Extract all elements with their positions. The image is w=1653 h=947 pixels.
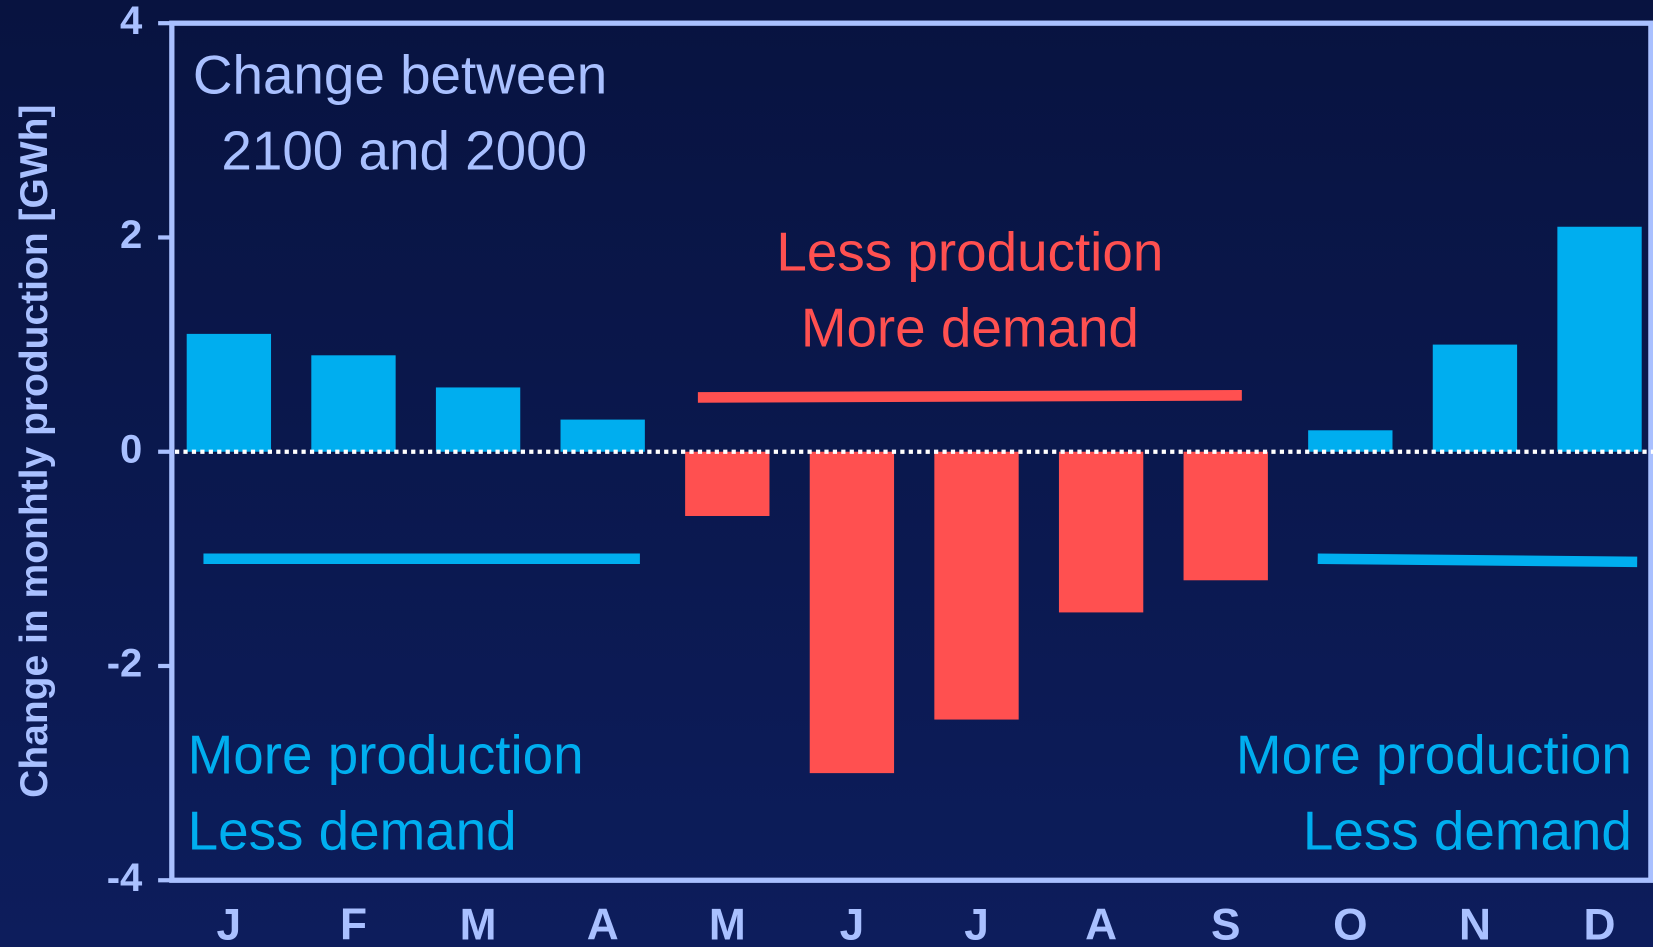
bar <box>1557 226 1642 452</box>
y-axis-label: Change in monhtly production [GWh] <box>13 105 56 798</box>
y-tick-label: -4 <box>107 856 143 900</box>
annotation-title: 2100 and 2000 <box>221 119 587 181</box>
x-tick-label: A <box>587 900 619 947</box>
bar <box>1432 344 1518 452</box>
annotation-summer: Less production <box>776 221 1163 283</box>
annotation-spring: More production <box>188 724 584 786</box>
bar <box>934 451 1019 720</box>
x-tick-label: D <box>1584 900 1616 947</box>
bar <box>1183 451 1268 581</box>
x-tick-label: M <box>709 900 746 947</box>
autumn-bracket <box>1317 553 1638 568</box>
bar <box>186 333 272 452</box>
bar <box>809 451 895 774</box>
bar <box>1308 430 1393 452</box>
y-tick-label: 4 <box>120 0 143 43</box>
x-tick-label: M <box>460 900 497 947</box>
y-tick-label: 2 <box>120 213 142 257</box>
x-tick-label: N <box>1459 900 1491 947</box>
annotation-summer: More demand <box>801 297 1139 359</box>
bar <box>1058 451 1144 613</box>
x-tick-label: J <box>964 900 989 947</box>
x-tick-label: F <box>340 900 367 947</box>
x-tick-label: A <box>1085 900 1117 947</box>
x-tick-label: J <box>217 900 242 947</box>
x-tick-label: J <box>840 900 865 947</box>
bar <box>435 387 521 452</box>
bar <box>560 419 645 452</box>
y-tick-label: -2 <box>107 642 143 686</box>
plot: Change in monhtly production [GWh] Chang… <box>13 0 1653 947</box>
bar <box>311 355 396 452</box>
x-tick-label: S <box>1211 900 1241 947</box>
summer-bracket <box>697 390 1242 403</box>
y-tick-label: 0 <box>120 427 142 471</box>
annotation-title: Change between <box>193 44 607 106</box>
annotation-spring: Less demand <box>188 799 517 861</box>
annotation-autumn: More production <box>1236 724 1632 786</box>
annotation-autumn: Less demand <box>1303 799 1632 861</box>
x-tick-label: O <box>1333 900 1367 947</box>
bar <box>685 451 770 517</box>
